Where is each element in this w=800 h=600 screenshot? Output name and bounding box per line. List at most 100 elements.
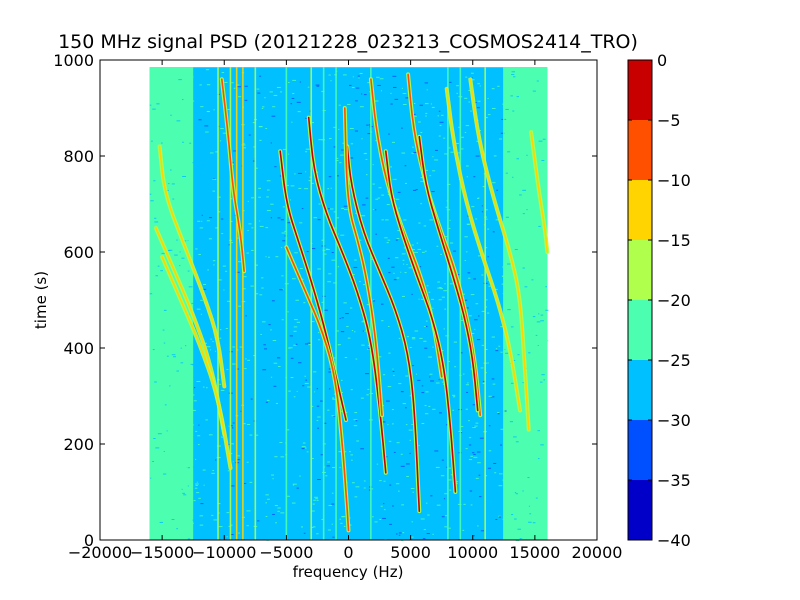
heatmap-noise-cell (200, 313, 202, 315)
heatmap-noise-cell (542, 468, 546, 470)
heatmap-noise-cell (432, 346, 434, 348)
heatmap-noise-cell (242, 423, 246, 425)
heatmap-noise-cell (331, 259, 336, 261)
heatmap-noise-cell (213, 264, 215, 266)
heatmap-noise-cell (228, 244, 231, 246)
heatmap-noise-cell (494, 472, 497, 474)
heatmap-noise-cell (366, 394, 369, 396)
heatmap-noise-cell (323, 422, 327, 424)
heatmap-noise-cell (175, 493, 179, 495)
heatmap-noise-cell (185, 345, 187, 347)
colorbar-ticks: 0 −5 −10 −15 −20 −25 −30 −35 −40 (628, 51, 691, 550)
heatmap-noise-cell (219, 329, 222, 331)
heatmap-noise-cell (240, 410, 242, 412)
heatmap-noise-cell (389, 523, 392, 525)
heatmap-noise-cell (410, 487, 415, 489)
heatmap-noise-cell (233, 87, 236, 89)
heatmap-noise-cell (518, 70, 520, 72)
heatmap-noise-cell (531, 527, 535, 529)
heatmap-noise-cell (316, 420, 319, 422)
heatmap-noise-cell (401, 152, 406, 154)
heatmap-noise-cell (487, 256, 489, 258)
heatmap-noise-cell (246, 510, 251, 512)
heatmap-noise-cell (153, 180, 156, 182)
heatmap-noise-cell (201, 214, 203, 216)
heatmap-noise-cell (301, 448, 305, 450)
heatmap-noise-cell (378, 187, 382, 189)
heatmap-noise-cell (529, 361, 532, 363)
heatmap-noise-cell (275, 256, 279, 258)
heatmap-noise-cell (465, 251, 468, 253)
heatmap-noise-cell (450, 151, 454, 153)
heatmap-noise-cell (264, 348, 268, 350)
heatmap-noise-cell (304, 447, 307, 449)
heatmap-noise-cell (438, 299, 442, 301)
heatmap-noise-cell (477, 100, 481, 102)
heatmap-noise-cell (485, 218, 488, 220)
heatmap-noise-cell (244, 99, 248, 101)
heatmap-noise-cell (465, 125, 470, 127)
heatmap-noise-cell (154, 286, 157, 288)
heatmap-noise-cell (350, 143, 354, 145)
heatmap-noise-cell (265, 502, 268, 504)
heatmap-noise-cell (196, 308, 201, 310)
heatmap-noise-cell (374, 209, 377, 211)
heatmap-noise-cell (193, 500, 196, 502)
heatmap-noise-cell (396, 238, 400, 240)
heatmap-noise-cell (331, 503, 335, 505)
heatmap-noise-cell (317, 332, 320, 334)
heatmap-noise-cell (475, 303, 479, 305)
heatmap-noise-cell (403, 219, 407, 221)
heatmap-noise-cell (293, 396, 296, 398)
heatmap-noise-cell (346, 326, 349, 328)
heatmap-noise-cell (441, 516, 445, 518)
heatmap-noise-cell (513, 493, 517, 495)
heatmap-noise-cell (354, 412, 358, 414)
heatmap-noise-cell (265, 494, 269, 496)
heatmap-noise-cell (198, 424, 200, 426)
heatmap-noise-cell (401, 87, 403, 89)
heatmap-noise-cell (198, 444, 200, 446)
heatmap-noise-cell (379, 480, 382, 482)
heatmap-noise-cell (523, 164, 527, 166)
heatmap-noise-cell (248, 134, 251, 136)
heatmap-noise-cell (468, 420, 470, 422)
heatmap-noise-cell (277, 217, 281, 219)
heatmap-noise-cell (413, 251, 416, 253)
heatmap-noise-cell (359, 106, 364, 108)
heatmap-noise-cell (246, 461, 249, 463)
heatmap-noise-cell (176, 316, 179, 318)
heatmap-noise-cell (400, 465, 405, 467)
heatmap-noise-cell (476, 339, 481, 341)
heatmap-noise-cell (392, 505, 394, 507)
heatmap-noise-cell (435, 382, 440, 384)
heatmap-edge-zone (503, 67, 548, 540)
heatmap-noise-cell (189, 192, 191, 194)
heatmap-noise-cell (397, 191, 401, 193)
heatmap-noise-cell (415, 189, 418, 191)
heatmap-noise-cell (280, 512, 285, 514)
heatmap-noise-cell (509, 215, 512, 217)
heatmap-noise-cell (318, 203, 321, 205)
heatmap-noise-cell (518, 461, 521, 463)
heatmap-noise-cell (352, 76, 354, 78)
heatmap-noise-cell (418, 445, 420, 447)
heatmap-noise-cell (307, 342, 312, 344)
heatmap-noise-cell (199, 227, 204, 229)
heatmap-noise-cell (277, 365, 281, 367)
heatmap-noise-cell (443, 498, 446, 500)
heatmap-noise-cell (412, 365, 415, 367)
heatmap-noise-cell (350, 157, 354, 159)
heatmap-noise-cell (313, 217, 318, 219)
x-axis-label: frequency (Hz) (293, 563, 404, 581)
heatmap-noise-cell (149, 293, 153, 295)
heatmap-noise-cell (286, 495, 290, 497)
heatmap-noise-cell (475, 155, 480, 157)
heatmap-noise-cell (341, 207, 345, 209)
heatmap-noise-cell (342, 142, 344, 144)
heatmap-noise-cell (174, 254, 178, 256)
heatmap-noise-cell (514, 492, 517, 494)
colorbar-band (628, 240, 652, 300)
heatmap-noise-cell (205, 69, 210, 71)
heatmap-noise-cell (495, 348, 498, 350)
